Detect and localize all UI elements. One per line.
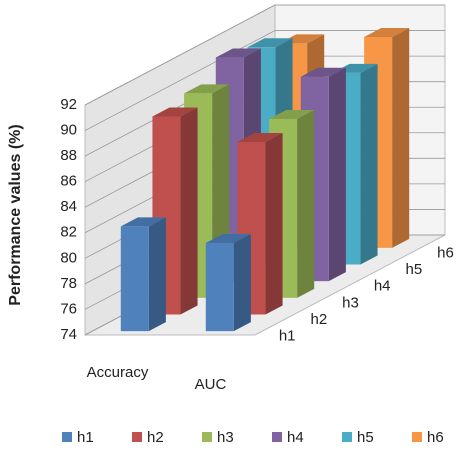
y-tick-label: 84 xyxy=(60,198,77,215)
legend-swatch xyxy=(412,432,422,442)
bar-top xyxy=(364,28,410,37)
bar-side xyxy=(233,234,251,332)
depth-label: h3 xyxy=(342,294,359,311)
legend-swatch xyxy=(62,432,72,442)
y-axis-title: Performance values (%) xyxy=(7,124,24,305)
y-tick-label: 82 xyxy=(60,224,77,241)
bar-top xyxy=(120,217,166,227)
depth-label: h5 xyxy=(406,261,423,278)
legend-label: h3 xyxy=(217,429,234,446)
grid-line xyxy=(84,4,445,106)
legend-swatch xyxy=(132,432,142,442)
bar-top xyxy=(247,38,293,48)
y-tick-label: 90 xyxy=(60,122,77,139)
x-tick-label: Accuracy xyxy=(87,364,149,381)
y-tick-label: 74 xyxy=(60,326,77,343)
legend-swatch xyxy=(342,432,352,442)
y-tick-label: 80 xyxy=(60,249,77,266)
bar-side xyxy=(392,28,410,248)
depth-label: h1 xyxy=(279,328,296,345)
legend-swatch xyxy=(202,432,212,442)
bar-side xyxy=(180,107,198,315)
bar-top xyxy=(269,109,315,119)
bar-side xyxy=(360,63,378,265)
depth-label: h4 xyxy=(374,278,391,295)
bar-top xyxy=(184,84,230,94)
legend-label: h1 xyxy=(77,429,94,446)
legend-label: h6 xyxy=(427,429,444,446)
y-tick-label: 76 xyxy=(60,300,77,317)
bar-side xyxy=(148,217,166,332)
y-tick-label: 78 xyxy=(60,275,77,292)
bar-side xyxy=(265,133,283,315)
bar-side xyxy=(328,67,346,282)
x-tick-label: AUC xyxy=(195,376,227,393)
depth-label: h2 xyxy=(311,311,328,328)
bar-top xyxy=(152,107,198,117)
bar-top xyxy=(237,133,283,142)
bar-top xyxy=(300,67,346,77)
legend-label: h4 xyxy=(287,429,304,446)
y-tick-label: 86 xyxy=(60,173,77,190)
bar-top xyxy=(205,234,251,243)
depth-label: h6 xyxy=(437,244,454,261)
bar xyxy=(205,243,234,332)
legend-label: h2 xyxy=(147,429,164,446)
y-tick-label: 92 xyxy=(60,96,77,113)
legend-swatch xyxy=(272,432,282,442)
legend-label: h5 xyxy=(357,429,374,446)
bar xyxy=(120,226,149,332)
bar-top xyxy=(215,48,261,58)
bar-side xyxy=(297,109,315,298)
y-tick-label: 88 xyxy=(60,147,77,164)
